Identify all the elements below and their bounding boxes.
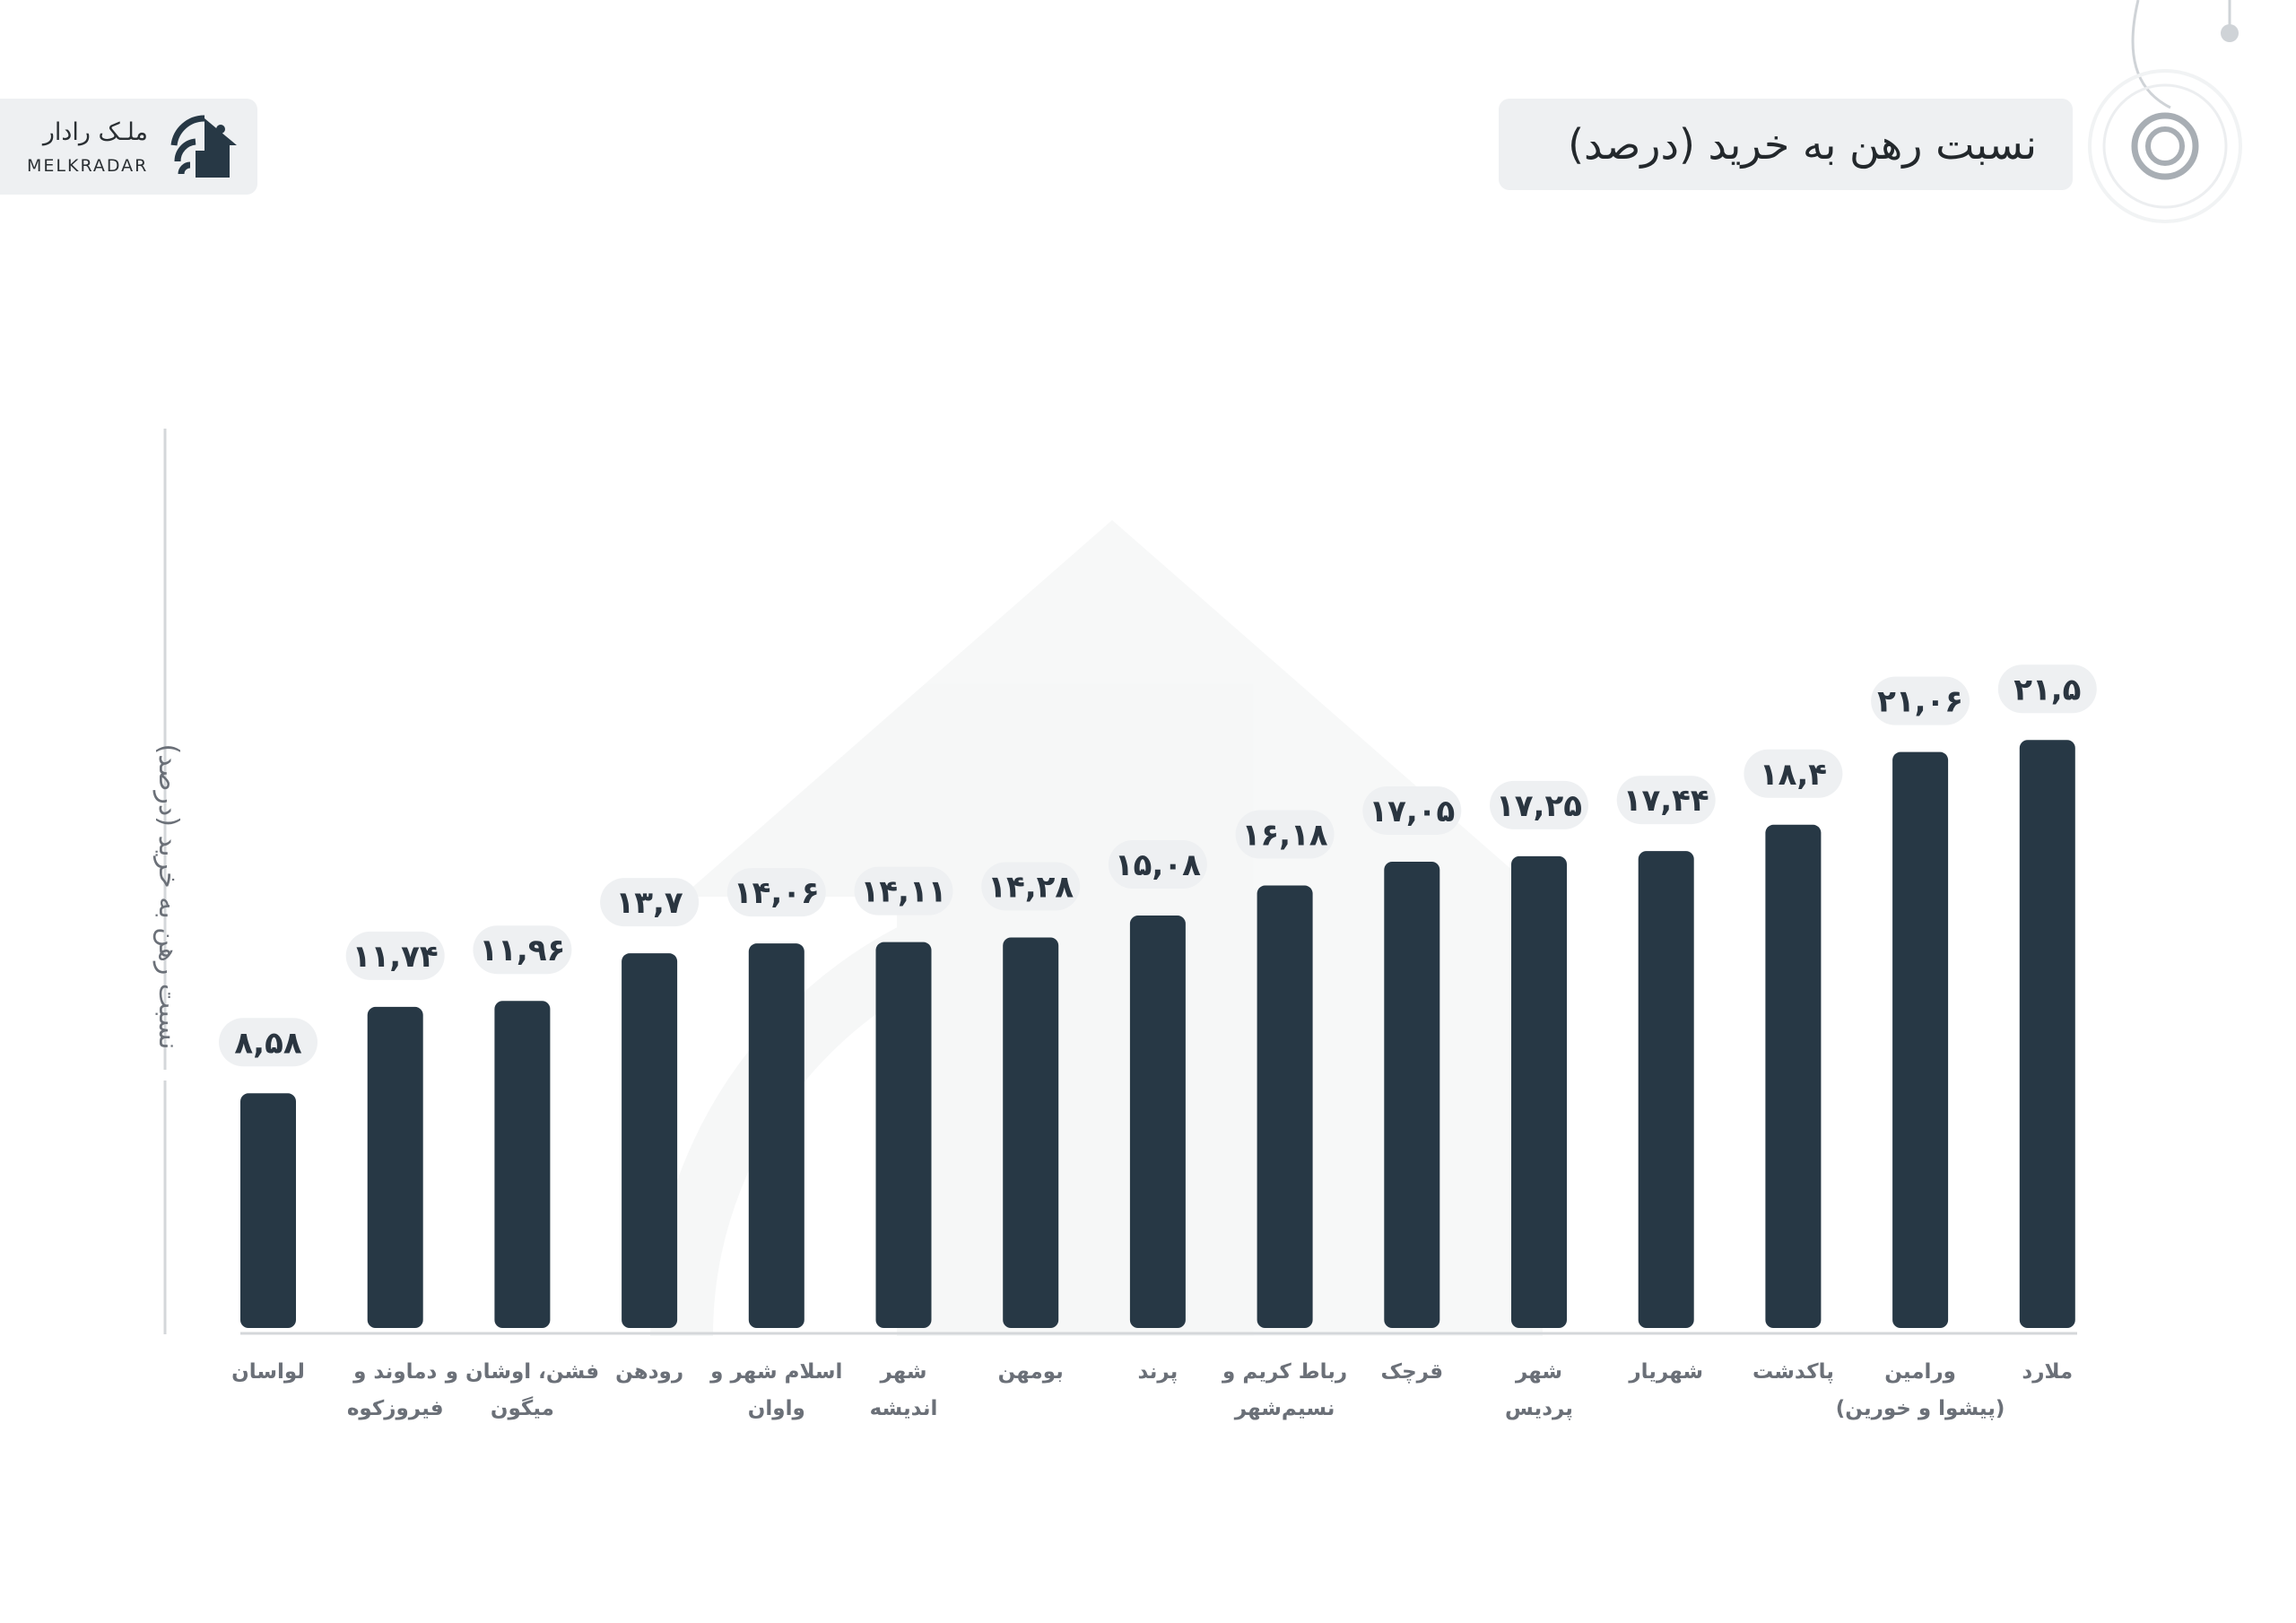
value-label-pill — [726, 868, 826, 917]
category-label: واوان — [748, 1397, 805, 1420]
bar — [875, 942, 932, 1328]
value-label: ۱۷,۲۵ — [1496, 788, 1582, 824]
category-label: رودهن — [615, 1360, 683, 1384]
value-label-pill — [1616, 776, 1716, 825]
bar — [240, 1093, 296, 1328]
value-label: ۱۵,۰۸ — [1115, 847, 1201, 883]
value-label-pill — [600, 878, 700, 927]
category-label: نسیم‌شهر — [1234, 1397, 1335, 1420]
value-label: ۱۴,۱۱ — [861, 874, 947, 910]
bar — [748, 943, 804, 1328]
value-label: ۸,۵۸ — [234, 1025, 301, 1061]
radar-target-icon — [2088, 0, 2242, 223]
category-label: پرند — [1137, 1360, 1178, 1384]
house-radar-logo-icon — [170, 115, 237, 178]
bar — [1129, 916, 1186, 1328]
value-label: ۱۴,۰۶ — [734, 875, 820, 911]
value-label-pill — [1108, 840, 1207, 890]
category-label: فشن، اوشان و — [445, 1360, 599, 1384]
value-label-pill — [345, 931, 445, 980]
value-label-pill — [1490, 780, 1588, 829]
bar — [494, 1001, 551, 1328]
bar — [1384, 861, 1440, 1328]
value-label-pill — [1871, 676, 1970, 725]
category-label: میگون — [491, 1396, 554, 1420]
bar — [367, 1006, 423, 1328]
value-label: ۱۷,۰۵ — [1369, 794, 1455, 829]
value-label-pill — [1235, 810, 1335, 859]
value-label-pill — [1362, 785, 1462, 835]
value-label-pill — [1997, 664, 2097, 714]
category-label: ملارد — [2022, 1360, 2073, 1384]
category-label: شهریار — [1628, 1360, 1703, 1384]
category-label: لواسان — [231, 1360, 305, 1384]
category-label: فیروزکوه — [347, 1397, 444, 1420]
category-label: پردیس — [1505, 1397, 1573, 1420]
value-label: ۲۱,۵ — [2013, 672, 2081, 707]
category-label: ورامین — [1884, 1360, 1956, 1384]
value-label-pill — [854, 866, 953, 916]
value-label: ۱۶,۱۸ — [1242, 818, 1328, 854]
category-label: دماوند و — [352, 1360, 437, 1384]
category-label: قرچک — [1381, 1360, 1444, 1384]
brand-logo: ملـک رادار MELKRADAR — [0, 99, 257, 195]
bars-group — [240, 740, 2075, 1328]
chart-title-box: نسبت رهن به خرید (درصد) — [1499, 99, 2073, 190]
value-labels-group: ۸,۵۸ ۱۱,۷۴ ۱۱,۹۶ ۱۳,۷ ۱۴,۰۶ ۱۴,۱۱ ۱۴,۲۸ ۱۵,۰۸ ۱۶… — [219, 664, 2097, 1067]
bar — [2019, 740, 2075, 1328]
value-label-pill — [473, 925, 572, 975]
bar — [1638, 851, 1694, 1328]
bar — [1257, 885, 1313, 1328]
bar — [1892, 751, 1949, 1328]
value-label-pill — [1744, 749, 1843, 798]
category-label: (پیشوا و خورین) — [1836, 1397, 2005, 1420]
value-label: ۱۷,۴۴ — [1623, 783, 1709, 819]
category-label: شهر — [1515, 1360, 1562, 1384]
bar — [1511, 855, 1567, 1328]
y-axis-label: نسبت رهن به خرید (درصد) — [152, 743, 184, 1049]
value-label: ۲۱,۰۶ — [1877, 684, 1963, 720]
category-label: اندیشه — [870, 1397, 938, 1420]
value-label: ۱۳,۷ — [616, 885, 683, 921]
category-label: شهر — [879, 1360, 926, 1384]
value-label-pill — [981, 862, 1081, 911]
category-label: اسلام شهر و — [709, 1360, 842, 1384]
category-label: رباط کریم و — [1222, 1360, 1347, 1384]
category-label: پاکدشت — [1752, 1360, 1834, 1384]
category-label: بومهن — [998, 1360, 1064, 1384]
bar — [622, 953, 678, 1328]
brand-name-fa: ملـک رادار — [42, 118, 148, 146]
bar — [1765, 824, 1822, 1328]
brand-name-en: MELKRADAR — [27, 156, 149, 176]
value-label: ۱۸,۴ — [1760, 757, 1827, 793]
value-label: ۱۱,۹۶ — [479, 933, 565, 968]
chart-title: نسبت رهن به خرید (درصد) — [1568, 120, 2037, 169]
value-label-pill — [219, 1018, 317, 1067]
value-label: ۱۴,۲۸ — [987, 869, 1074, 905]
bar — [1003, 937, 1059, 1328]
value-label: ۱۱,۷۴ — [352, 939, 439, 975]
